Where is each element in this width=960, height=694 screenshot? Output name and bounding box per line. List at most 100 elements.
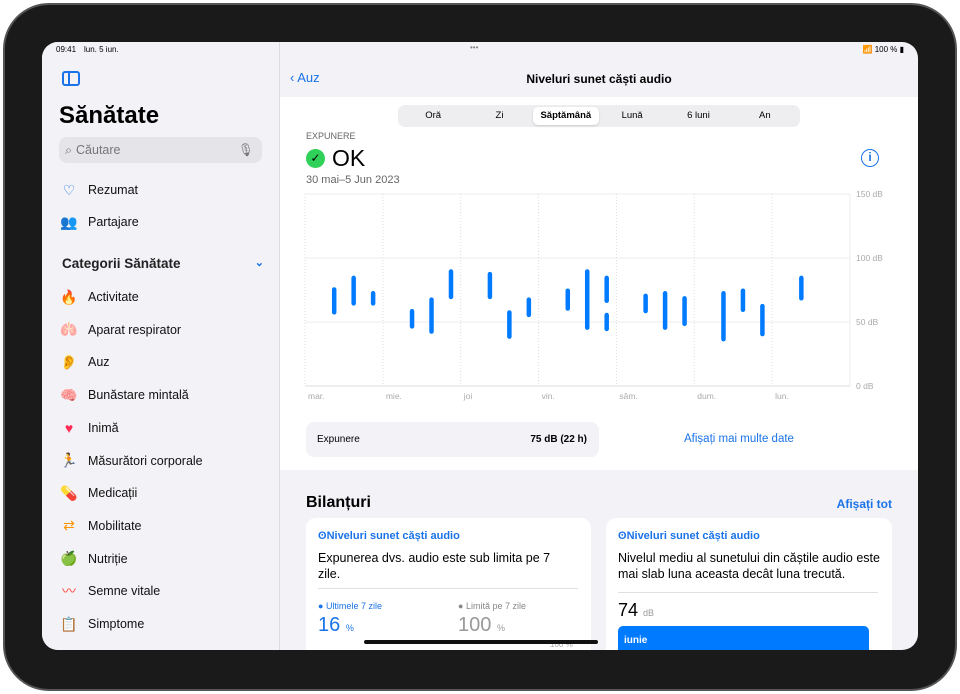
status-value: OK [332,145,366,171]
exposure-chart: 150 dB 100 dB 50 dB 0 dB mar. mie. joi vin. sâm.… [304,189,883,401]
back-button[interactable]: ‹ Auz [290,70,320,85]
ear-icon: ʘ [318,530,327,542]
date-range: 30 mai–5 Jun 2023 [306,174,400,186]
nav-title: Niveluri sunet căști audio [526,72,672,86]
flame-icon: 🔥 [60,288,78,305]
sidebar-item-5[interactable]: 🏃 Măsurători corporale [58,449,203,473]
sidebar-item-label: Măsurători corporale [88,453,203,468]
chevron-left-icon: ‹ [290,70,298,85]
heart-icon: ♥ [64,419,74,436]
apple-icon: 🍏 [60,550,78,567]
search-placeholder: Căutare [76,143,121,157]
sidebar-item-9[interactable]: 〰 Semne vitale [58,579,160,603]
sidebar-item-label: Aparat respirator [88,322,182,337]
ear-icon: 👂 [60,353,78,370]
y-tick-label: 50 dB [856,317,879,327]
sidebar-item-label: Auz [88,355,110,370]
home-indicator[interactable] [364,640,598,644]
segment-5[interactable]: An [758,110,771,121]
x-tick-label: mar. [308,391,325,401]
highlight-card-exposure[interactable]: ʘNiveluri sunet căști audio Expunerea dv… [306,518,591,650]
limit-label: ● Limită pe 7 zile [458,601,526,611]
checkmark-icon: ✓ [306,149,325,168]
sidebar-item-1[interactable]: 🫁 Aparat respirator [58,318,181,342]
sidebar-item-label: Nutriție [88,551,128,566]
card-text: Nivelul mediu al sunetului din căștile a… [618,551,880,581]
x-tick-label: dum. [697,391,716,401]
sidebar-item-partajare[interactable]: 👥 Partajare [58,210,139,234]
sidebar-item-rezumat[interactable]: ♡ Rezumat [58,178,138,202]
sidebar-item-label: Medicații [88,486,138,501]
info-icon[interactable]: i [861,149,879,167]
card-title: ʘNiveluri sunet căști audio [618,530,760,542]
section-header[interactable]: Categorii Sănătate ⌄ [62,256,264,271]
sidebar-toggle-icon[interactable] [62,71,80,86]
exposure-row-value: 75 dB (22 h) [530,434,587,445]
status-date: lun. 5 iun. [84,45,119,54]
time-range-segmented-control: Oră Zi Săptămână Lună 6 luni An [398,105,800,127]
card-title: ʘNiveluri sunet căști audio [318,530,460,542]
chevron-down-icon[interactable]: ⌄ [254,257,264,269]
x-tick-label: lun. [775,391,789,401]
sidebar-item-10[interactable]: 📋 Simptome [58,612,144,636]
search-icon: ⌕ [65,142,73,157]
sidebar-item-3[interactable]: 🧠 Bunăstare mintală [58,383,189,407]
status-battery: 📶 100 % ▮ [862,45,905,54]
microphone-icon[interactable]: 🎙 [238,142,254,157]
head-icon: 🧠 [60,386,78,403]
sidebar-item-label: Bunăstare mintală [88,388,189,403]
clipboard-icon: 📋 [60,615,78,632]
multitask-dots-icon[interactable]: ••• [470,43,479,52]
sidebar-item-8[interactable]: 🍏 Nutriție [58,547,128,571]
sidebar-item-7[interactable]: ⇄ Mobilitate [58,514,142,538]
segment-4[interactable]: 6 luni [687,110,710,121]
divider [318,588,578,589]
exposure-row: Expunere 75 dB (22 h) [306,422,599,457]
pills-icon: 💊 [60,484,78,501]
sidebar-item-label: Inimă [88,420,119,435]
waveform-icon: 〰 [62,583,76,600]
show-all-link[interactable]: Afișați tot [836,497,892,511]
lungs-icon: 🫁 [60,321,78,338]
segment-0[interactable]: Oră [425,110,442,121]
exposure-row-label: Expunere [317,434,360,445]
figure-icon: 🏃 [60,452,78,468]
segment-3[interactable]: Lună [621,110,643,121]
back-label: Auz [297,70,320,85]
sidebar-title: Sănătate [59,102,160,129]
sidebar-item-0[interactable]: 🔥 Activitate [58,285,139,309]
status-time: 09:41 [56,45,77,54]
sidebar-item-2[interactable]: 👂 Auz [58,350,110,374]
show-more-data-link[interactable]: Afișați mai multe date [684,433,794,445]
search-input[interactable]: ⌕ Căutare 🎙 [59,137,262,163]
sidebar-item-4[interactable]: ♥ Inimă [58,416,119,440]
x-tick-label: joi [463,391,473,401]
sidebar-item-label: Rezumat [88,183,139,197]
average-value: 74 dB [618,600,655,620]
june-bar: iunie [618,626,869,650]
limit-value: 100 % [458,614,505,636]
status-row: ✓ OK [306,145,365,172]
y-tick-label: 100 dB [856,253,883,263]
highlights-title: Bilanțuri [306,494,371,511]
segment-2[interactable]: Săptămână [532,107,599,125]
highlight-card-average[interactable]: ʘNiveluri sunet căști audio Nivelul medi… [606,518,892,650]
people-icon: 👥 [60,213,78,230]
sidebar-item-label: Simptome [88,617,145,631]
main-pane: ••• 📶 100 % ▮ ‹ Auz Niveluri sunet căști… [280,42,918,650]
y-tick-label: 0 dB [856,381,874,391]
y-tick-label: 150 dB [856,189,883,199]
chart-section [280,97,918,470]
screen: 09:41 lun. 5 iun. Sănătate ⌕ Căutare 🎙 ♡ R… [42,42,918,650]
last-7-days-value: 16 % [318,614,354,636]
sidebar-item-6[interactable]: 💊 Medicații [58,481,137,505]
card-text: Expunerea dvs. audio este sub limita pe … [318,551,551,581]
exposure-label: EXPUNERE [306,131,356,141]
sidebar-item-label: Activitate [88,290,139,304]
arrows-icon: ⇄ [63,517,75,534]
sidebar-item-label: Mobilitate [88,518,142,533]
axis-label: 100 % [550,640,573,649]
segment-1[interactable]: Zi [495,110,504,121]
x-tick-label: mie. [386,391,402,401]
sidebar-item-label: Partajare [88,215,139,229]
